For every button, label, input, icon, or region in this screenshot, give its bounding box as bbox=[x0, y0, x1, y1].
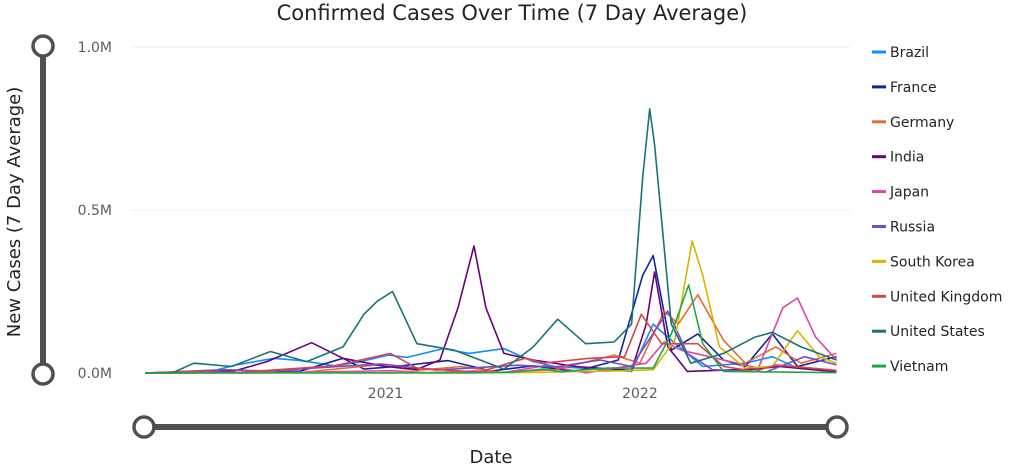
x-zoom-handle-left[interactable] bbox=[132, 415, 156, 439]
x-tick-labels: 2021 2022 bbox=[368, 386, 658, 402]
series-line-india bbox=[145, 245, 837, 374]
legend-label: Japan bbox=[889, 185, 929, 201]
legend-item-france[interactable]: France bbox=[872, 80, 937, 96]
legend-label: United Kingdom bbox=[890, 289, 1002, 305]
legend-item-south-korea[interactable]: South Korea bbox=[872, 254, 975, 270]
legend-item-brazil[interactable]: Brazil bbox=[872, 45, 929, 61]
legend-item-russia[interactable]: Russia bbox=[872, 220, 935, 236]
x-tick-label: 2021 bbox=[368, 386, 404, 402]
legend-item-japan[interactable]: Japan bbox=[872, 185, 929, 201]
legend-label: South Korea bbox=[890, 254, 975, 270]
y-tick-label: 1.0M bbox=[78, 40, 112, 56]
y-zoom-handle-top[interactable] bbox=[31, 34, 55, 58]
series-line-france bbox=[145, 254, 837, 374]
legend-label: Brazil bbox=[890, 45, 929, 61]
x-zoom-handle-right[interactable] bbox=[825, 415, 849, 439]
y-tick-label: 0.0M bbox=[78, 366, 112, 382]
legend: Brazil France Germany India Japan Russia South… bbox=[872, 45, 1002, 375]
legend-item-united-kingdom[interactable]: United Kingdom bbox=[872, 289, 1002, 305]
legend-item-vietnam[interactable]: Vietnam bbox=[872, 359, 948, 375]
series-line-germany bbox=[144, 294, 837, 374]
legend-item-india[interactable]: India bbox=[872, 150, 924, 166]
legend-label: Vietnam bbox=[890, 359, 948, 375]
y-gridlines bbox=[130, 46, 850, 211]
chart-title: Confirmed Cases Over Time (7 Day Average… bbox=[277, 1, 748, 25]
y-zoom-handle-bottom[interactable] bbox=[31, 362, 55, 386]
y-axis-title: New Cases (7 Day Average) bbox=[4, 87, 25, 338]
series-lines bbox=[144, 108, 838, 374]
legend-item-germany[interactable]: Germany bbox=[872, 115, 954, 131]
legend-label: India bbox=[890, 150, 924, 166]
series-line-japan bbox=[144, 297, 838, 374]
series-line-united-kingdom bbox=[144, 313, 837, 374]
series-line-vietnam bbox=[144, 284, 837, 374]
legend-label: Germany bbox=[890, 115, 954, 131]
legend-label: Russia bbox=[890, 220, 935, 236]
y-zoom-slider[interactable] bbox=[31, 34, 55, 386]
series-line-brazil bbox=[144, 323, 837, 374]
x-zoom-slider[interactable] bbox=[132, 415, 849, 439]
legend-label: France bbox=[890, 80, 937, 96]
series-line-south-korea bbox=[144, 240, 837, 374]
y-tick-labels: 0.0M 0.5M 1.0M bbox=[78, 40, 112, 382]
legend-item-united-states[interactable]: United States bbox=[872, 324, 985, 340]
legend-label: United States bbox=[890, 324, 985, 340]
y-tick-label: 0.5M bbox=[78, 203, 112, 219]
x-tick-label: 2022 bbox=[622, 386, 658, 402]
x-axis-title: Date bbox=[469, 447, 512, 468]
series-line-united-states bbox=[145, 108, 837, 374]
